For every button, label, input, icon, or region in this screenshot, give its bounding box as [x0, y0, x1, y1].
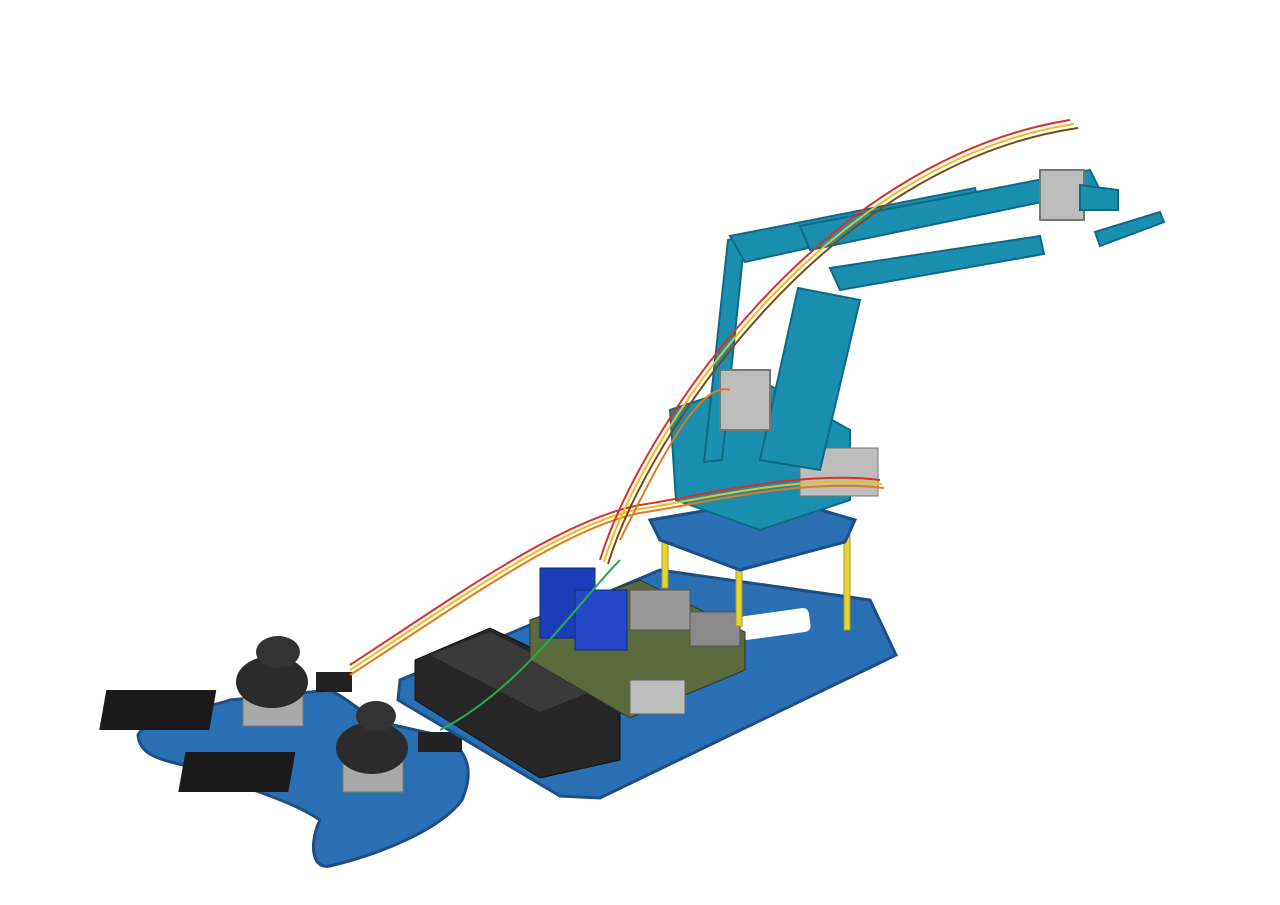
- joystick-right: [178, 701, 462, 793]
- servo-wires: [349, 119, 1079, 731]
- robot-arm-links: [702, 168, 1102, 472]
- joystick-left: [99, 636, 352, 730]
- battery-holder: [414, 627, 621, 779]
- controller-board: [529, 567, 746, 719]
- gripper: [1079, 183, 1166, 248]
